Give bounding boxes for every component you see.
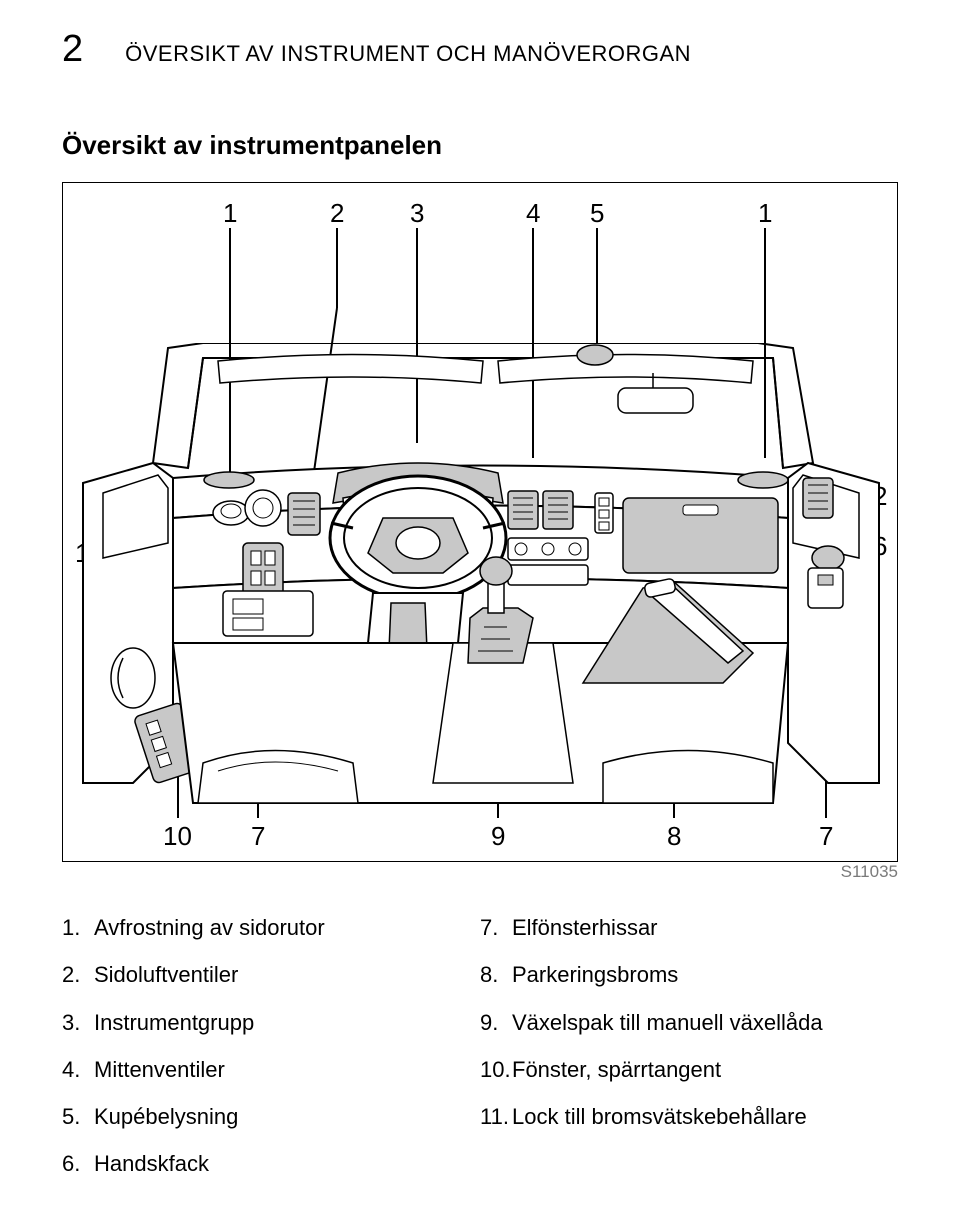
figure-code: S11035 xyxy=(841,862,898,882)
legend-item: 1.Avfrostning av sidorutor xyxy=(62,904,480,951)
legend-item: 7.Elfönsterhissar xyxy=(480,904,898,951)
legend-item: 3.Instrumentgrupp xyxy=(62,999,480,1046)
callout-3: 3 xyxy=(410,198,424,229)
legend-item: 2.Sidoluftventiler xyxy=(62,951,480,998)
legend-left-column: 1.Avfrostning av sidorutor 2.Sidoluftven… xyxy=(62,904,480,1188)
legend-item: 9.Växelspak till manuell växellåda xyxy=(480,999,898,1046)
figure-container: 1 2 3 4 5 1 2 6 11 10 7 9 8 7 xyxy=(62,182,898,862)
legend-item: 4.Mittenventiler xyxy=(62,1046,480,1093)
legend-item: 5.Kupébelysning xyxy=(62,1093,480,1140)
callout-1a: 1 xyxy=(223,198,237,229)
legend-item: 11.Lock till bromsvätskebehållare xyxy=(480,1093,898,1140)
callout-2-top: 2 xyxy=(330,198,344,229)
legend-item: 8.Parkeringsbroms xyxy=(480,951,898,998)
callout-5: 5 xyxy=(590,198,604,229)
legend: 1.Avfrostning av sidorutor 2.Sidoluftven… xyxy=(62,904,898,1188)
callout-4: 4 xyxy=(526,198,540,229)
page-subtitle: Översikt av instrumentpanelen xyxy=(62,130,442,161)
legend-item: 6.Handskfack xyxy=(62,1140,480,1187)
header-title: ÖVERSIKT AV INSTRUMENT OCH MANÖVERORGAN xyxy=(125,41,691,67)
legend-right-column: 7.Elfönsterhissar 8.Parkeringsbroms 9.Vä… xyxy=(480,904,898,1188)
callout-1b: 1 xyxy=(758,198,772,229)
page-number: 2 xyxy=(62,28,83,71)
dashboard-illustration xyxy=(73,343,889,843)
legend-item: 10.Fönster, spärrtangent xyxy=(480,1046,898,1093)
